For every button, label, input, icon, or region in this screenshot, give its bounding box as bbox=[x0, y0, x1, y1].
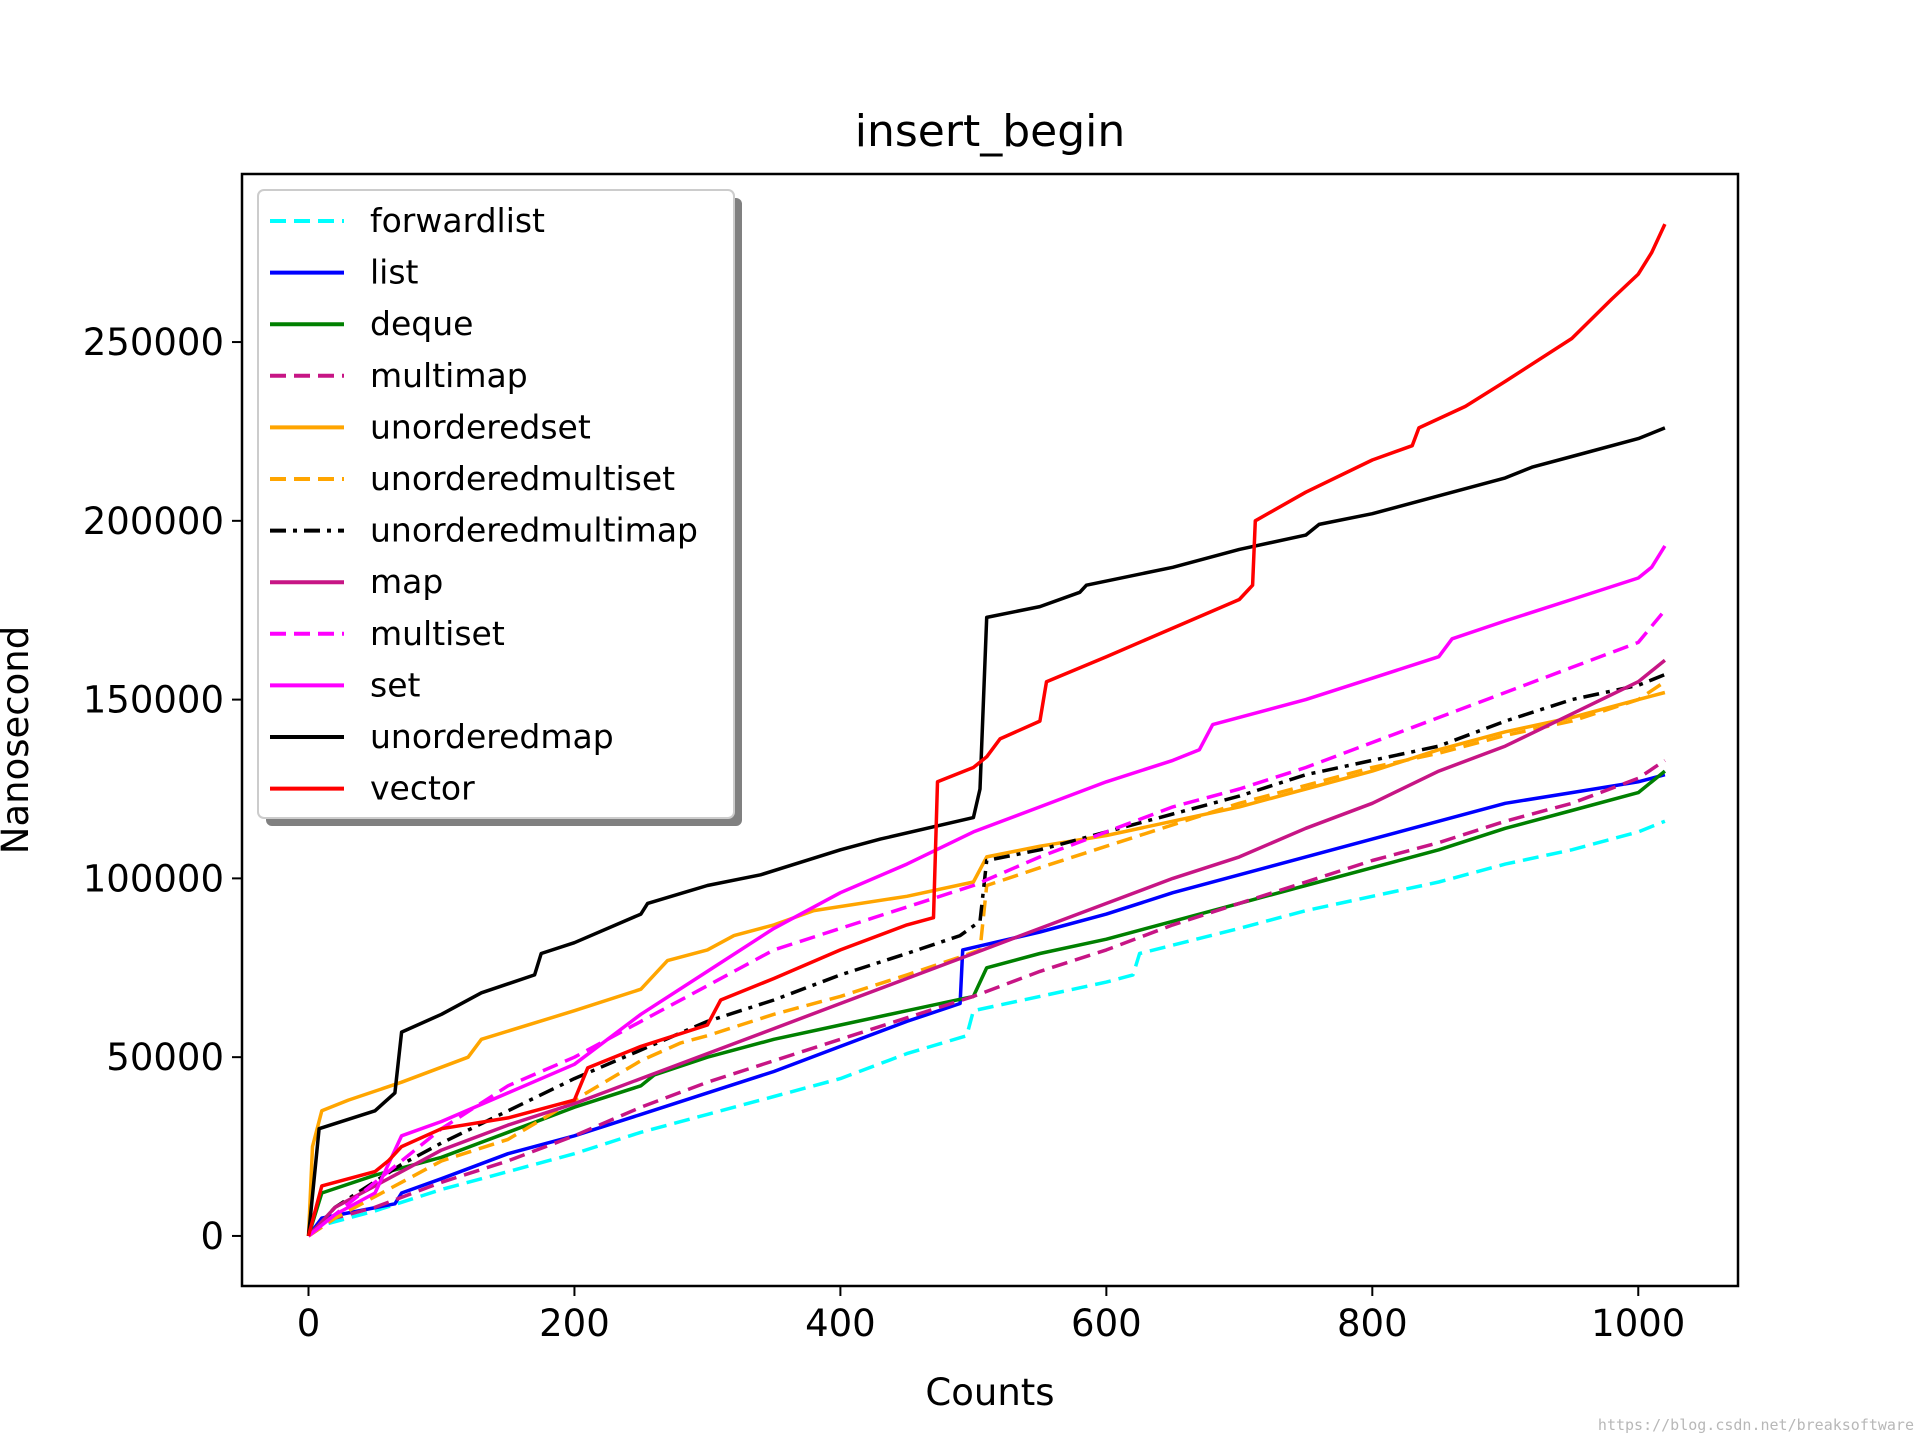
legend-label-multimap: multimap bbox=[370, 356, 528, 395]
series-deque bbox=[306, 769, 1667, 1237]
legend-label-multiset: multiset bbox=[370, 614, 505, 653]
legend-label-deque: deque bbox=[370, 304, 473, 343]
legend-box bbox=[257, 189, 735, 819]
watermark: https://blog.csdn.net/breaksoftware bbox=[1597, 1416, 1914, 1434]
series-unorderedmap bbox=[306, 426, 1666, 1237]
y-axis: 0 50000 100000 150000 200000 250000 bbox=[83, 321, 242, 1258]
y-tick-label-0: 0 bbox=[200, 1215, 224, 1258]
legend-label-map: map bbox=[370, 562, 443, 601]
legend-label-vector: vector bbox=[370, 769, 475, 808]
series-layer bbox=[306, 223, 1667, 1238]
y-tick-label-100000: 100000 bbox=[83, 857, 224, 900]
y-tick-label-250000: 250000 bbox=[83, 321, 224, 364]
legend-label-unorderedset: unorderedset bbox=[370, 407, 591, 446]
legend: forwardlist list deque multimap unorderedset… bbox=[257, 189, 742, 826]
y-axis-label: Nanosecond bbox=[0, 626, 37, 854]
x-tick-label-400: 400 bbox=[805, 1302, 876, 1345]
series-list bbox=[307, 773, 1666, 1237]
y-tick-label-200000: 200000 bbox=[83, 500, 224, 543]
plot-frame bbox=[240, 172, 1740, 1288]
legend-label-unorderedmultiset: unorderedmultiset bbox=[370, 459, 675, 498]
series-multiset bbox=[307, 609, 1667, 1238]
x-tick-label-1000: 1000 bbox=[1591, 1302, 1685, 1345]
y-tick-label-150000: 150000 bbox=[83, 679, 224, 722]
legend-label-unorderedmultimap: unorderedmultimap bbox=[370, 511, 698, 550]
x-tick-label-0: 0 bbox=[297, 1302, 321, 1345]
series-forwardlist bbox=[307, 819, 1666, 1238]
x-axis: 0 200 400 600 800 1000 bbox=[297, 1286, 1685, 1345]
legend-label-unorderedmap: unorderedmap bbox=[370, 717, 614, 756]
y-tick-label-50000: 50000 bbox=[106, 1036, 224, 1079]
x-tick-label-600: 600 bbox=[1071, 1302, 1142, 1345]
series-multimap bbox=[307, 758, 1666, 1238]
x-tick-label-200: 200 bbox=[539, 1302, 610, 1345]
legend-label-list: list bbox=[370, 253, 419, 292]
chart-title: insert_begin bbox=[855, 106, 1126, 157]
series-map bbox=[307, 658, 1666, 1238]
x-axis-label: Counts bbox=[925, 1371, 1054, 1414]
series-set bbox=[307, 544, 1667, 1238]
legend-label-set: set bbox=[370, 665, 420, 704]
legend-label-forwardlist: forwardlist bbox=[370, 201, 545, 240]
series-vector bbox=[306, 223, 1667, 1237]
x-tick-label-800: 800 bbox=[1337, 1302, 1408, 1345]
